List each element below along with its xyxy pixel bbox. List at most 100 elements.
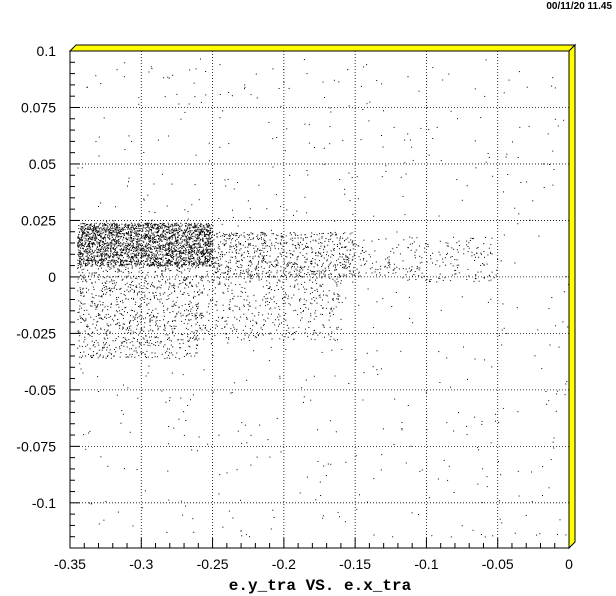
scatter-point xyxy=(85,241,87,243)
scatter-point xyxy=(377,269,379,271)
scatter-point xyxy=(174,233,176,235)
scatter-point xyxy=(79,317,81,319)
scatter-point xyxy=(149,265,150,266)
scatter-point xyxy=(210,299,211,301)
scatter-point xyxy=(167,229,169,230)
scatter-point xyxy=(107,244,109,246)
scatter-point xyxy=(261,333,263,335)
scatter-point xyxy=(180,271,182,273)
scatter-point xyxy=(475,278,477,280)
scatter-point xyxy=(97,261,99,263)
scatter-point xyxy=(369,256,371,258)
scatter-point xyxy=(142,337,144,339)
scatter-point xyxy=(188,246,190,248)
scatter-point xyxy=(137,264,139,266)
scatter-point xyxy=(184,222,186,224)
scatter-point xyxy=(199,257,201,259)
scatter-point xyxy=(241,287,243,288)
scatter-point xyxy=(91,265,93,267)
scatter-point xyxy=(267,313,269,315)
scatter-point xyxy=(100,290,102,292)
scatter-point xyxy=(84,228,86,230)
scatter-point xyxy=(285,276,287,278)
scatter-point xyxy=(297,266,299,268)
scatter-point xyxy=(119,265,121,267)
scatter-point xyxy=(373,478,375,480)
scatter-point xyxy=(244,287,246,289)
scatter-point xyxy=(271,263,272,265)
scatter-point xyxy=(166,357,168,359)
scatter-point xyxy=(157,234,159,236)
scatter-point xyxy=(268,266,270,268)
scatter-point xyxy=(166,309,168,311)
scatter-point xyxy=(178,227,179,229)
scatter-point xyxy=(108,254,110,256)
scatter-point xyxy=(159,262,161,264)
scatter-point xyxy=(89,246,91,248)
scatter-point xyxy=(118,231,120,233)
scatter-point xyxy=(206,229,208,231)
scatter-point xyxy=(333,308,335,310)
scatter-point xyxy=(229,309,231,310)
scatter-point xyxy=(135,301,137,303)
scatter-point xyxy=(231,232,232,234)
scatter-point xyxy=(187,241,189,243)
scatter-point xyxy=(88,232,90,234)
scatter-point xyxy=(140,247,142,249)
scatter-point xyxy=(450,280,452,282)
scatter-point xyxy=(552,184,554,186)
scatter-point xyxy=(324,336,325,338)
scatter-point xyxy=(315,279,316,281)
scatter-point xyxy=(206,231,208,233)
scatter-point xyxy=(274,247,276,249)
scatter-point xyxy=(104,277,106,279)
scatter-point xyxy=(145,260,147,262)
scatter-point xyxy=(220,235,222,237)
scatter-point xyxy=(215,304,217,306)
scatter-point xyxy=(136,294,138,296)
scatter-point xyxy=(171,244,173,245)
scatter-point xyxy=(84,251,86,253)
scatter-point xyxy=(104,237,106,238)
scatter-point xyxy=(207,443,209,445)
scatter-point xyxy=(138,259,140,261)
scatter-point xyxy=(345,264,347,266)
scatter-point xyxy=(328,267,330,269)
scatter-point xyxy=(102,242,104,244)
scatter-point xyxy=(283,300,285,302)
scatter-point xyxy=(204,242,206,244)
scatter-point xyxy=(115,252,117,253)
scatter-point xyxy=(101,296,103,298)
scatter-point xyxy=(205,249,207,251)
scatter-point xyxy=(114,229,116,231)
scatter-point xyxy=(240,316,242,318)
scatter-point xyxy=(169,339,171,341)
scatter-point xyxy=(255,269,257,271)
scatter-point xyxy=(115,248,116,250)
scatter-point xyxy=(168,259,170,261)
scatter-point xyxy=(111,241,113,243)
scatter-point xyxy=(139,252,141,254)
scatter-point xyxy=(199,249,201,251)
scatter-point xyxy=(96,256,98,258)
scatter-point xyxy=(229,301,231,303)
scatter-point xyxy=(188,236,190,238)
scatter-point xyxy=(142,254,144,256)
scatter-point xyxy=(185,230,187,232)
scatter-point xyxy=(210,265,212,267)
scatter-point xyxy=(95,231,97,233)
scatter-point xyxy=(288,332,290,333)
scatter-point xyxy=(204,261,206,263)
scatter-point xyxy=(193,291,195,293)
scatter-point xyxy=(247,309,249,311)
scatter-point xyxy=(138,245,140,247)
scatter-point xyxy=(149,239,151,241)
scatter-point xyxy=(188,244,190,246)
scatter-point xyxy=(93,227,95,228)
scatter-point xyxy=(502,191,504,193)
scatter-point xyxy=(282,236,284,238)
scatter-point xyxy=(103,344,105,346)
scatter-point xyxy=(105,253,107,255)
scatter-point xyxy=(377,373,379,375)
scatter-point xyxy=(118,257,120,259)
